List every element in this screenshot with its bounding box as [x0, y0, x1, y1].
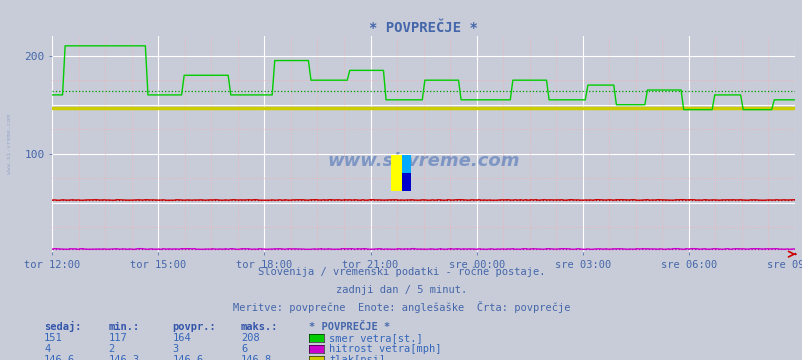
Text: 6: 6	[241, 344, 247, 354]
Text: * POVPREČJE *: * POVPREČJE *	[309, 322, 390, 332]
Text: 2: 2	[108, 344, 115, 354]
Text: 146,3: 146,3	[108, 355, 140, 360]
Text: min.:: min.:	[108, 322, 140, 332]
Text: 164: 164	[172, 333, 191, 343]
Text: povpr.:: povpr.:	[172, 322, 216, 332]
Text: smer vetra[st.]: smer vetra[st.]	[329, 333, 423, 343]
Text: 3: 3	[172, 344, 179, 354]
Text: tlak[psi]: tlak[psi]	[329, 355, 385, 360]
Text: Meritve: povprečne  Enote: anglešaške  Črta: povprečje: Meritve: povprečne Enote: anglešaške Črt…	[233, 301, 569, 314]
Text: Slovenija / vremenski podatki - ročne postaje.: Slovenija / vremenski podatki - ročne po…	[257, 267, 545, 278]
Text: www.si-vreme.com: www.si-vreme.com	[327, 152, 519, 170]
Text: 4: 4	[44, 344, 51, 354]
Text: 117: 117	[108, 333, 127, 343]
Title: * POVPREČJE *: * POVPREČJE *	[369, 21, 477, 35]
Text: zadnji dan / 5 minut.: zadnji dan / 5 minut.	[335, 285, 467, 296]
Text: hitrost vetra[mph]: hitrost vetra[mph]	[329, 344, 441, 354]
Text: www.si-vreme.com: www.si-vreme.com	[7, 114, 12, 174]
Text: maks.:: maks.:	[241, 322, 278, 332]
Text: 208: 208	[241, 333, 259, 343]
Text: sedaj:: sedaj:	[44, 321, 82, 332]
Text: 146,6: 146,6	[172, 355, 204, 360]
Text: 146,6: 146,6	[44, 355, 75, 360]
Text: 146,8: 146,8	[241, 355, 272, 360]
Text: 151: 151	[44, 333, 63, 343]
